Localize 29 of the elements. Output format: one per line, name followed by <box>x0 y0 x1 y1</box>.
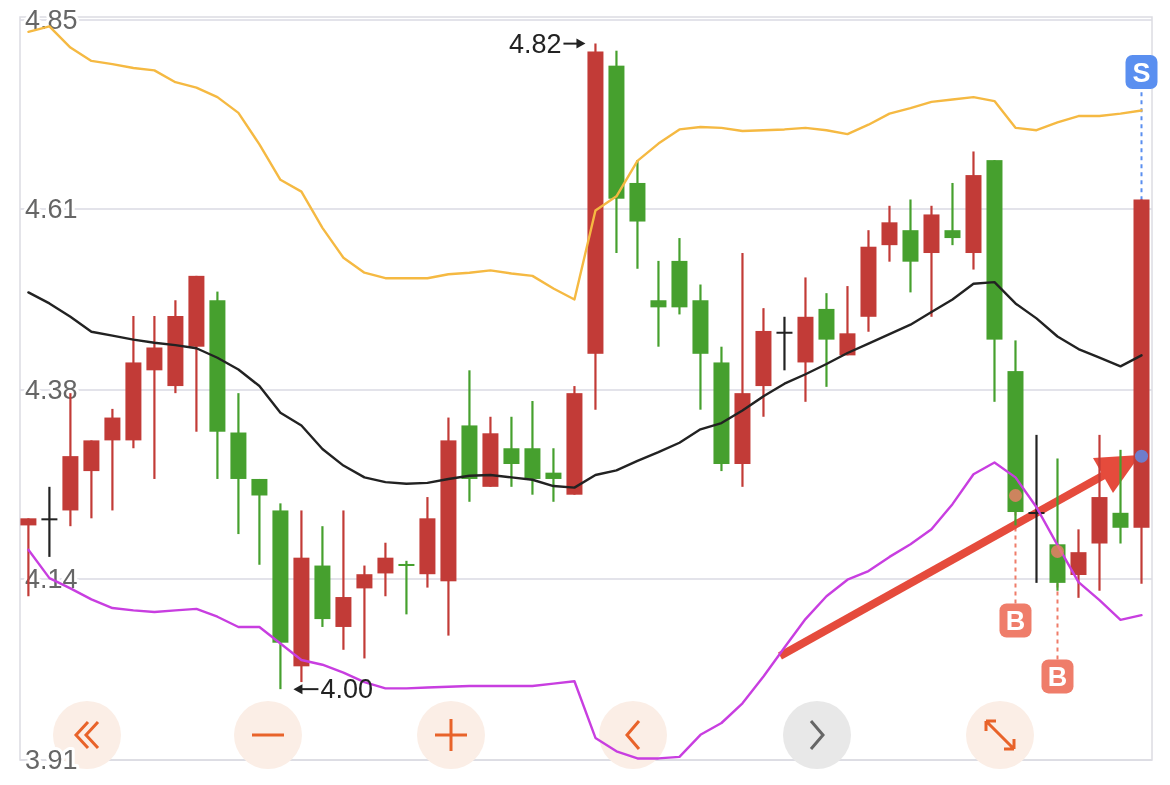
candlestick <box>41 485 58 558</box>
candlestick <box>1070 528 1087 599</box>
candlestick <box>776 315 793 372</box>
text: S <box>1132 58 1151 88</box>
y-tick-label: 4.38 <box>25 375 78 405</box>
y-tick-label: 4.85 <box>25 5 78 35</box>
line-series <box>27 280 1143 489</box>
candlestick <box>503 415 520 488</box>
text: B <box>1047 662 1068 693</box>
candlestick <box>251 477 268 566</box>
candlestick <box>398 559 415 616</box>
candlestick <box>104 407 121 512</box>
candlestick <box>377 541 394 598</box>
annotation: 4.00 <box>320 674 373 705</box>
y-tick-label: 4.61 <box>25 193 78 224</box>
candlestick <box>881 204 898 263</box>
candlestick <box>545 447 562 503</box>
y-tick-label: 3.91 <box>25 745 78 775</box>
annotation: 4.82 <box>508 28 562 59</box>
point <box>1008 488 1022 502</box>
candlestick <box>650 259 667 348</box>
candlestick <box>944 181 961 247</box>
point <box>1135 449 1148 463</box>
point <box>1050 544 1064 558</box>
text: B <box>1005 606 1026 637</box>
candlestick <box>1112 448 1129 545</box>
candlestick <box>356 564 373 660</box>
candlestick <box>839 284 856 357</box>
candlestick <box>146 314 163 481</box>
